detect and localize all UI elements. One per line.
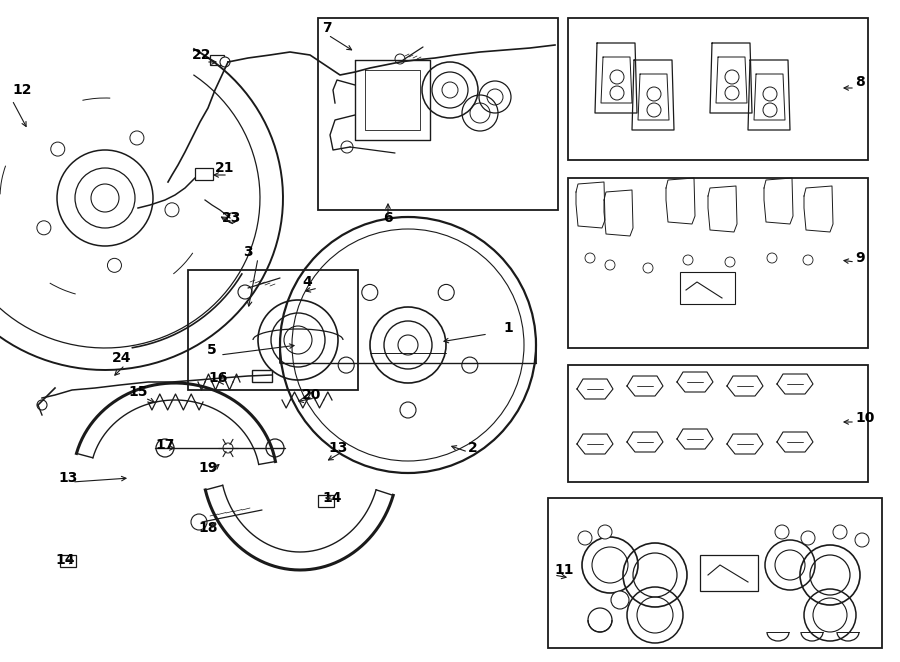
Circle shape bbox=[165, 203, 179, 217]
Circle shape bbox=[400, 402, 416, 418]
Bar bbox=[680, 272, 735, 304]
Circle shape bbox=[238, 285, 252, 299]
Text: 13: 13 bbox=[328, 441, 347, 455]
Text: 15: 15 bbox=[128, 385, 148, 399]
Bar bbox=[568, 18, 868, 160]
Text: 19: 19 bbox=[198, 461, 218, 475]
Circle shape bbox=[578, 531, 592, 545]
Circle shape bbox=[588, 608, 612, 632]
Text: 16: 16 bbox=[208, 371, 228, 385]
Circle shape bbox=[803, 255, 813, 265]
Circle shape bbox=[398, 335, 418, 355]
Bar bbox=[318, 18, 558, 210]
Circle shape bbox=[763, 103, 777, 117]
Text: 21: 21 bbox=[215, 161, 235, 175]
Circle shape bbox=[50, 142, 65, 156]
Circle shape bbox=[647, 103, 661, 117]
Circle shape bbox=[585, 253, 595, 263]
Circle shape bbox=[220, 57, 230, 67]
Circle shape bbox=[266, 439, 284, 457]
Circle shape bbox=[763, 87, 777, 101]
Circle shape bbox=[605, 260, 615, 270]
Circle shape bbox=[462, 357, 478, 373]
Text: 9: 9 bbox=[855, 251, 865, 265]
Circle shape bbox=[643, 263, 653, 273]
Circle shape bbox=[611, 591, 629, 609]
Bar bbox=[700, 555, 758, 591]
Text: 17: 17 bbox=[155, 438, 175, 452]
Bar bbox=[210, 55, 224, 65]
Text: 7: 7 bbox=[322, 21, 331, 35]
Text: 23: 23 bbox=[222, 211, 241, 225]
Text: 13: 13 bbox=[58, 471, 77, 485]
Text: 4: 4 bbox=[302, 275, 311, 289]
Circle shape bbox=[91, 184, 119, 212]
Circle shape bbox=[191, 514, 207, 530]
Circle shape bbox=[338, 357, 355, 373]
Text: 1: 1 bbox=[503, 321, 513, 335]
Circle shape bbox=[598, 525, 612, 539]
Circle shape bbox=[725, 257, 735, 267]
Text: 10: 10 bbox=[855, 411, 875, 425]
Circle shape bbox=[156, 439, 174, 457]
Bar bbox=[188, 270, 358, 390]
Circle shape bbox=[775, 525, 789, 539]
Circle shape bbox=[855, 533, 869, 547]
Circle shape bbox=[725, 86, 739, 100]
Bar bbox=[548, 498, 882, 648]
Circle shape bbox=[438, 285, 454, 301]
Circle shape bbox=[725, 70, 739, 84]
Text: 18: 18 bbox=[198, 521, 218, 535]
Text: 24: 24 bbox=[112, 351, 131, 365]
Text: 5: 5 bbox=[207, 343, 217, 357]
Circle shape bbox=[833, 525, 847, 539]
Text: 8: 8 bbox=[855, 75, 865, 89]
Bar bbox=[568, 178, 868, 348]
Text: 2: 2 bbox=[468, 441, 478, 455]
Circle shape bbox=[362, 285, 378, 301]
Bar bbox=[195, 168, 213, 180]
Bar bbox=[60, 555, 76, 567]
Text: 22: 22 bbox=[192, 48, 211, 62]
Circle shape bbox=[767, 253, 777, 263]
Circle shape bbox=[610, 70, 624, 84]
Bar bbox=[318, 495, 334, 507]
Circle shape bbox=[647, 87, 661, 101]
Circle shape bbox=[130, 131, 144, 145]
Text: 14: 14 bbox=[55, 553, 75, 567]
Circle shape bbox=[610, 86, 624, 100]
Circle shape bbox=[37, 221, 51, 235]
Text: 6: 6 bbox=[383, 211, 392, 225]
Text: 11: 11 bbox=[554, 563, 573, 577]
Text: 20: 20 bbox=[302, 388, 321, 402]
Circle shape bbox=[683, 255, 693, 265]
Bar bbox=[252, 370, 272, 382]
Circle shape bbox=[107, 258, 122, 272]
Text: 12: 12 bbox=[12, 83, 32, 97]
Text: 14: 14 bbox=[322, 491, 341, 505]
Text: 3: 3 bbox=[243, 245, 253, 259]
Bar bbox=[568, 365, 868, 482]
Circle shape bbox=[801, 531, 815, 545]
